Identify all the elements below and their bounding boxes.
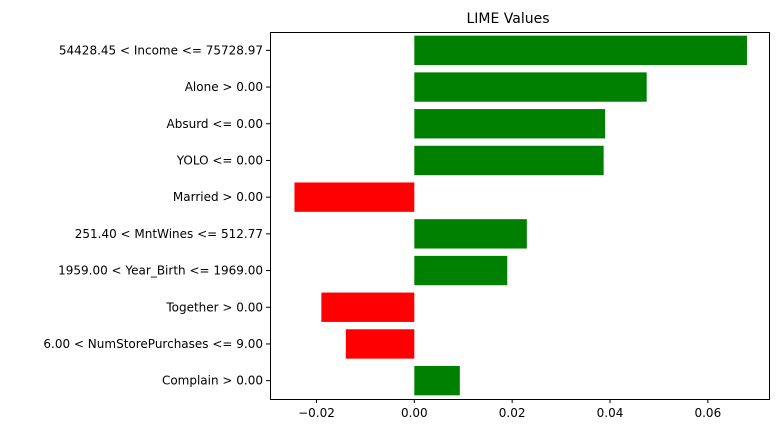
y-tick-label: 251.40 < MntWines <= 512.77 [75,227,263,241]
y-tick-label: YOLO <= 0.00 [176,153,263,167]
bar [321,292,415,322]
bar [414,365,460,396]
y-tick-label: 6.00 < NumStorePurchases <= 9.00 [43,337,263,351]
bar [414,255,508,286]
x-tick-label: 0.02 [499,406,526,420]
x-tick-label: 0.00 [401,406,428,420]
y-tick-label: Married > 0.00 [173,190,263,204]
bar [414,72,647,102]
bar [294,182,415,212]
chart-title: LIME Values [466,11,549,27]
x-tick-label: 0.04 [597,406,624,420]
x-tick-label: 0.06 [694,406,721,420]
y-tick-label: 1959.00 < Year_Birth <= 1969.00 [58,264,263,278]
y-tick-label: Complain > 0.00 [162,374,263,388]
x-tick-label: −0.02 [298,406,335,420]
bar [414,35,747,66]
x-axis-ticks: −0.02 0.00 0.02 0.04 0.06 [298,399,721,420]
y-tick-label: Together > 0.00 [165,300,263,314]
bar [414,219,527,249]
y-axis-ticks: 54428.45 < Income <= 75728.97 Alone > 0.0… [43,43,270,388]
plot-frame [270,32,770,400]
y-tick-label: Alone > 0.00 [185,80,263,94]
bars-group [294,35,747,396]
y-tick-label: Absurd <= 0.00 [167,117,263,131]
bar [414,145,604,176]
y-tick-label: 54428.45 < Income <= 75728.97 [59,43,263,57]
bar [414,109,606,139]
bar [345,329,415,359]
